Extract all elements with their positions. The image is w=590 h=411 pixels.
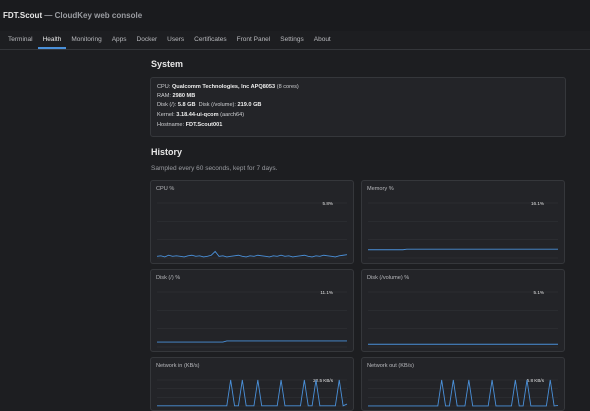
label: Disk (/): [157, 102, 177, 108]
hostname-row: Hostname: FDT.Scout001 [157, 122, 222, 128]
chart-panel: Disk (/volume) % 5.1% [361, 269, 565, 352]
chart-panel: CPU % 5.8% [150, 180, 354, 264]
chart-panel: Network out (KB/s) 5.8 KB/s [361, 357, 565, 411]
series-line [157, 340, 347, 343]
tab[interactable]: Certificates [194, 36, 227, 43]
series-line [156, 250, 348, 258]
app-subtitle: — CloudKey web console [44, 11, 143, 20]
chart-title: Network in (KB/s) [156, 363, 200, 369]
label: Disk (/volume): [198, 102, 236, 108]
current-value: 5.1% [534, 290, 544, 295]
value: 3.18.44-ui-qcom [176, 112, 219, 118]
note: (8 cores) [276, 84, 299, 90]
series-line [157, 379, 348, 407]
sparkline: 5.8% [156, 201, 348, 259]
section-title: System [151, 59, 184, 69]
sparkline: 5.8 KB/s [368, 378, 559, 407]
label: CPU: [157, 84, 171, 90]
header-title: FDT.Scout — CloudKey web console [3, 11, 142, 20]
app-name: FDT.Scout [3, 11, 43, 20]
chart-title: Network out (KB/s) [367, 363, 414, 369]
value: 2980 MB [172, 93, 196, 99]
disk-row: Disk (/): 5.8 GB Disk (/volume): 219.0 G… [157, 102, 261, 108]
tab[interactable]: Users [167, 36, 185, 43]
current-value: 5.8 KB/s [527, 378, 545, 383]
current-value: 11.1% [320, 290, 333, 295]
section-subtitle: Sampled every 60 seconds, kept for 7 day… [151, 165, 278, 172]
chart-panel: Memory % 16.1% [361, 180, 565, 264]
tab[interactable]: About [313, 36, 331, 43]
series-line [368, 248, 558, 251]
section-title: History [151, 147, 183, 157]
chart-title: Memory % [367, 186, 394, 192]
system-info: CPU: Qualcomm Technologies, Inc APQ8053 … [150, 77, 566, 137]
current-value: 16.1% [531, 201, 544, 206]
chart-title: Disk (/volume) % [367, 275, 410, 281]
tab-bar: Terminal Health Monitoring Apps Docker Users C… [0, 31, 590, 50]
cpu-row: CPU: Qualcomm Technologies, Inc APQ8053 … [157, 84, 299, 90]
chart-panel: Network in (KB/s) 22.5 KB/s [150, 357, 354, 411]
label: Kernel: [157, 112, 175, 118]
tab[interactable]: Settings [280, 36, 304, 43]
label: RAM: [157, 93, 171, 99]
chart-panel: Disk (/) % 11.1% [150, 269, 354, 352]
tab[interactable]: Terminal [8, 36, 33, 43]
current-value: 5.8% [323, 201, 333, 206]
tab[interactable]: Docker [136, 36, 158, 43]
chart-title: Disk (/) % [156, 275, 181, 281]
series-line [368, 379, 559, 407]
value: 5.8 GB [177, 102, 196, 108]
kernel-row: Kernel: 3.18.44-ui-qcom (aarch64) [157, 112, 244, 118]
sparkline: 11.1% [157, 290, 347, 348]
value: Qualcomm Technologies, Inc APQ8053 [171, 84, 276, 90]
sparkline: 22.5 KB/s [157, 378, 348, 407]
sparkline: 5.1% [368, 290, 558, 348]
label: Hostname: [157, 122, 185, 128]
tab[interactable]: Monitoring [71, 36, 102, 43]
chart-title: CPU % [156, 186, 175, 192]
tab[interactable]: Apps [111, 36, 127, 43]
note: (aarch64) [220, 112, 245, 118]
value: FDT.Scout001 [185, 122, 223, 128]
tab[interactable]: Front Panel [236, 36, 271, 43]
header: FDT.Scout — CloudKey web console [0, 0, 590, 31]
sparkline: 16.1% [368, 201, 558, 259]
ram-row: RAM: 2980 MB [157, 93, 195, 99]
value: 219.0 GB [237, 102, 262, 108]
current-value: 22.5 KB/s [313, 378, 334, 383]
tab[interactable]: Health [37, 31, 67, 49]
